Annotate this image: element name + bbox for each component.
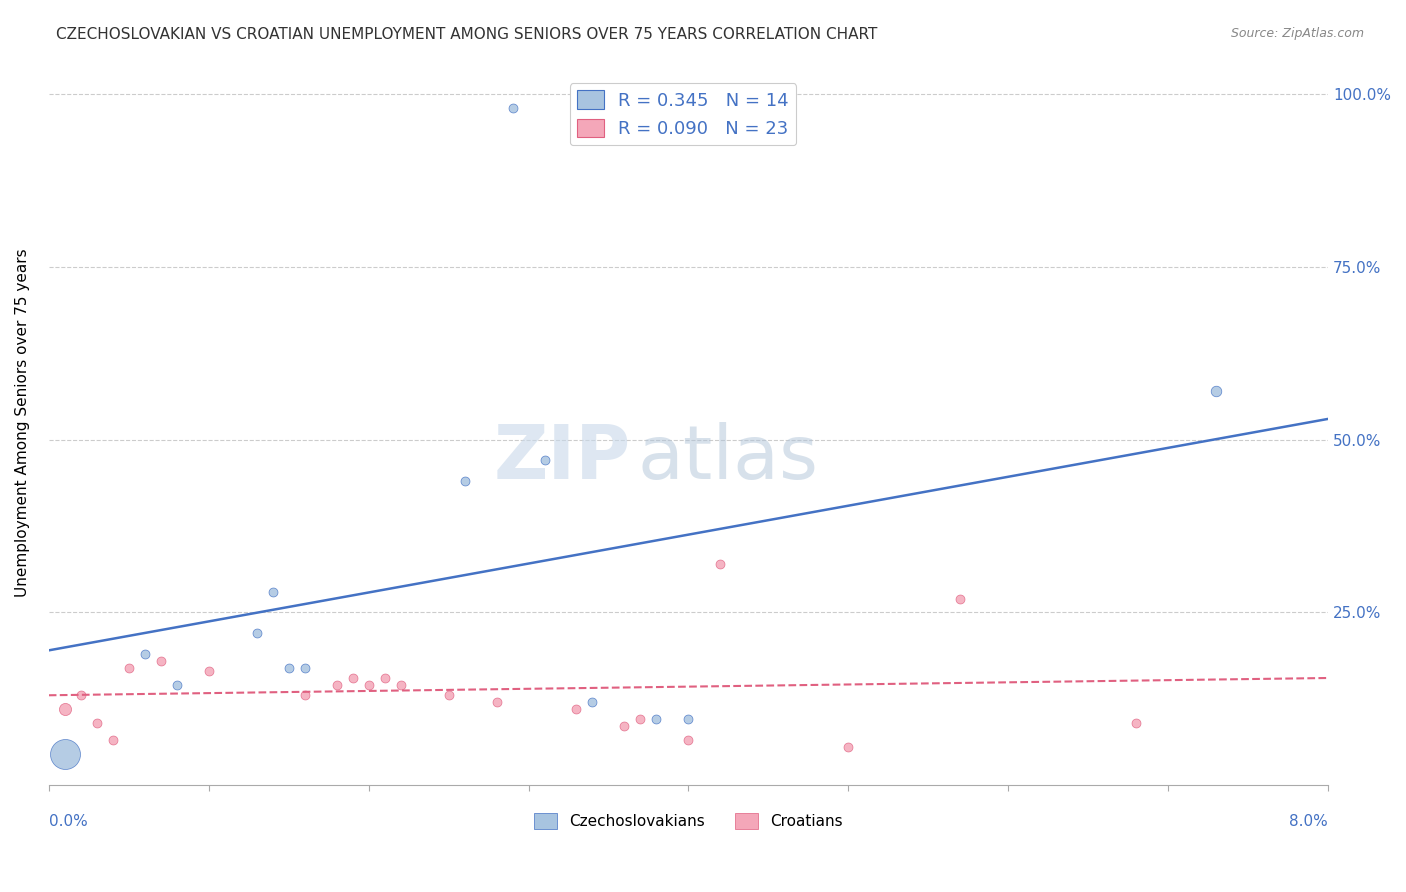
Point bbox=[613, 719, 636, 733]
Point bbox=[53, 702, 76, 716]
Point bbox=[134, 647, 156, 661]
Text: atlas: atlas bbox=[637, 422, 818, 495]
Point bbox=[949, 591, 972, 606]
Point bbox=[262, 584, 284, 599]
Point bbox=[1205, 384, 1227, 399]
Point bbox=[101, 733, 124, 747]
Text: Source: ZipAtlas.com: Source: ZipAtlas.com bbox=[1230, 27, 1364, 40]
Point bbox=[277, 660, 299, 674]
Point bbox=[166, 678, 188, 692]
Text: 0.0%: 0.0% bbox=[49, 814, 87, 829]
Point bbox=[437, 688, 460, 702]
Point bbox=[53, 747, 76, 761]
Point bbox=[502, 101, 524, 115]
Point bbox=[453, 474, 475, 488]
Point bbox=[485, 695, 508, 709]
Point bbox=[645, 713, 668, 727]
Legend: Czechoslovakians, Croatians: Czechoslovakians, Croatians bbox=[527, 807, 849, 836]
Text: ZIP: ZIP bbox=[494, 422, 631, 495]
Point bbox=[630, 713, 652, 727]
Point bbox=[69, 688, 91, 702]
Point bbox=[709, 557, 731, 571]
Point bbox=[374, 671, 396, 685]
Y-axis label: Unemployment Among Seniors over 75 years: Unemployment Among Seniors over 75 years bbox=[15, 248, 30, 597]
Point bbox=[197, 664, 219, 678]
Point bbox=[678, 733, 700, 747]
Point bbox=[1125, 715, 1147, 730]
Point bbox=[565, 702, 588, 716]
Point bbox=[533, 453, 555, 467]
Text: 8.0%: 8.0% bbox=[1289, 814, 1329, 829]
Point bbox=[325, 678, 347, 692]
Point bbox=[294, 660, 316, 674]
Point bbox=[246, 626, 269, 640]
Point bbox=[678, 713, 700, 727]
Text: CZECHOSLOVAKIAN VS CROATIAN UNEMPLOYMENT AMONG SENIORS OVER 75 YEARS CORRELATION: CZECHOSLOVAKIAN VS CROATIAN UNEMPLOYMENT… bbox=[56, 27, 877, 42]
Point bbox=[118, 660, 141, 674]
Point bbox=[149, 654, 172, 668]
Point bbox=[342, 671, 364, 685]
Point bbox=[86, 715, 108, 730]
Point bbox=[294, 688, 316, 702]
Point bbox=[581, 695, 603, 709]
Point bbox=[357, 678, 380, 692]
Point bbox=[837, 740, 859, 755]
Point bbox=[389, 678, 412, 692]
